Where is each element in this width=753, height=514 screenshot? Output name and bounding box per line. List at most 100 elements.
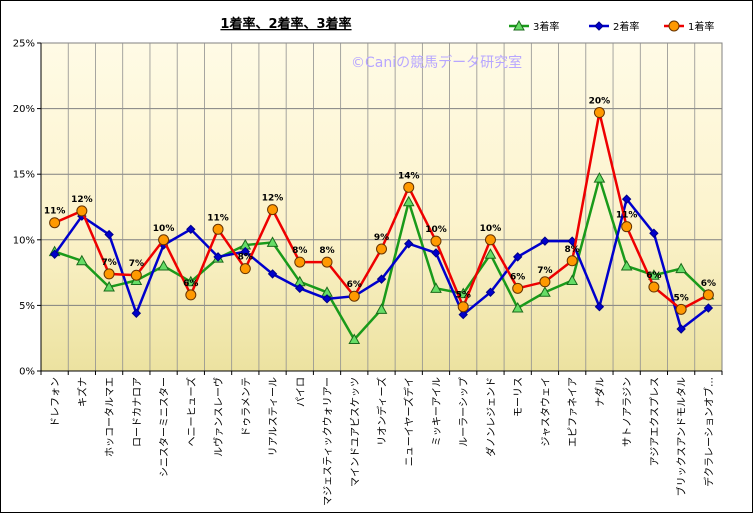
data-label: 11% — [207, 213, 229, 223]
x-tick-label: ダノンレジェンド — [484, 377, 497, 457]
legend-label: 1着率 — [688, 20, 714, 33]
data-label: 6% — [701, 279, 716, 289]
marker-1st-rate — [158, 234, 170, 246]
marker-1st-rate — [376, 243, 387, 255]
marker-1st-rate — [539, 276, 551, 288]
marker-2nd-rate — [322, 294, 332, 304]
marker-1st-rate — [103, 268, 115, 280]
data-label: 11% — [616, 211, 638, 221]
marker-3rd-rate — [513, 19, 525, 31]
x-tick-label: マインドユアビスケッツ — [349, 377, 361, 487]
marker-2nd-rate — [104, 229, 114, 240]
data-label: 20% — [589, 97, 611, 107]
marker-2nd-rate — [594, 21, 604, 31]
marker-2nd-rate — [376, 274, 387, 284]
plot-area — [40, 42, 723, 372]
x-tick-label: ヘニーヒューズ — [185, 377, 198, 447]
x-tick-label: ルーラーシップ — [458, 377, 470, 447]
marker-3rd-rate — [266, 236, 279, 247]
marker-1st-rate — [566, 255, 578, 267]
y-tick-label: 5% — [19, 301, 35, 312]
x-tick-label: パイロ — [295, 377, 307, 407]
marker-3rd-rate — [76, 254, 88, 266]
x-axis: ドレフォン キズナ ホッコータルマエ ロードカナロア シニスターミニスター ヘニーヒューズ… — [40, 370, 723, 506]
gridlines — [41, 43, 722, 371]
marker-3rd-rate — [103, 281, 115, 292]
marker-3rd-rate — [375, 303, 388, 314]
data-label: 10% — [153, 224, 175, 234]
x-tick-label: エピファネイア — [567, 377, 579, 447]
data-label: 7% — [537, 266, 552, 276]
x-tick-label: シニスターミニスター — [159, 377, 171, 477]
data-label: 10% — [425, 225, 447, 235]
marker-3rd-rate — [157, 260, 170, 271]
y-tick-label: 25% — [13, 39, 35, 50]
marker-3rd-rate — [648, 269, 660, 280]
marker-1st-rate — [430, 235, 442, 247]
marker-2nd-rate — [485, 287, 496, 297]
marker-1st-rate — [267, 204, 279, 216]
marker-1st-rate — [675, 303, 687, 315]
data-label: 8% — [238, 253, 253, 263]
x-tick-label: サトノアラジン — [622, 377, 634, 447]
x-tick-label: デクラレーションオブ… — [702, 377, 715, 487]
data-label: 5% — [456, 291, 471, 301]
marker-2nd-rate — [295, 283, 305, 294]
data-label: 12% — [262, 194, 284, 204]
x-tick-label: アジアエクスプレス — [649, 377, 661, 466]
marker-3rd-rate — [484, 248, 497, 259]
marker-2nd-rate — [594, 302, 605, 312]
data-label: 7% — [129, 259, 144, 269]
x-tick-label: ニューイヤーズデイ — [403, 377, 416, 466]
marker-1st-rate — [185, 289, 197, 301]
x-tick-label: ブリックスアンドモルタル — [675, 377, 688, 496]
data-label: 12% — [71, 195, 93, 205]
marker-1st-rate — [512, 282, 524, 294]
x-tick-label: ロードカナロア — [131, 377, 143, 447]
marker-3rd-rate — [511, 301, 524, 313]
data-label: 8% — [319, 246, 334, 256]
marker-1st-rate — [294, 256, 306, 268]
legend-label: 2着率 — [613, 20, 639, 33]
marker-2nd-rate — [703, 303, 714, 313]
data-label: 8% — [565, 245, 580, 255]
marker-1st-rate — [457, 301, 469, 313]
marker-3rd-rate — [184, 275, 197, 287]
marker-3rd-rate — [593, 172, 606, 183]
x-tick-label: リオンディーズ — [376, 377, 389, 446]
data-labels: 11% 12% 7% 7% 10% 6% 11% 8% 12% 8% 8% 6% 9% 14% 10% 5% 1… — [44, 97, 716, 304]
marker-2nd-rate — [676, 324, 686, 334]
series-layer — [48, 107, 715, 345]
y-axis: 0% 5% 10% 15% 20% 25% — [13, 39, 42, 378]
marker-1st-rate — [702, 289, 714, 301]
marker-2nd-rate — [404, 239, 414, 249]
data-label: 10% — [480, 224, 502, 234]
x-tick-label: マジェスティックウォリアー — [322, 377, 334, 506]
marker-2nd-rate — [240, 246, 251, 257]
x-tick-label: リアルスティール — [269, 377, 280, 456]
legend-label: 3着率 — [533, 20, 559, 33]
x-tick-label: ナダル — [593, 377, 606, 407]
marker-3rd-rate — [566, 274, 579, 285]
marker-2nd-rate — [49, 249, 60, 259]
data-label: 5% — [673, 293, 688, 303]
marker-1st-rate — [593, 107, 605, 119]
x-tick-label: モーリス — [514, 377, 525, 417]
marker-3rd-rate — [402, 195, 415, 207]
marker-3rd-rate — [539, 286, 551, 297]
y-tick-label: 10% — [13, 235, 35, 246]
data-label: 6% — [510, 272, 525, 282]
y-tick-label: 15% — [13, 170, 35, 181]
x-tick-label: ミッキーアイル — [432, 377, 443, 446]
chart-title: 1着率、2着率、3着率 — [220, 16, 351, 32]
marker-3rd-rate — [430, 282, 442, 293]
data-label: 6% — [646, 271, 661, 281]
marker-2nd-rate — [649, 228, 659, 238]
marker-3rd-rate — [675, 262, 687, 274]
marker-1st-rate — [621, 221, 633, 233]
marker-2nd-rate — [213, 252, 223, 262]
marker-2nd-rate — [267, 269, 278, 279]
marker-1st-rate — [321, 256, 333, 268]
